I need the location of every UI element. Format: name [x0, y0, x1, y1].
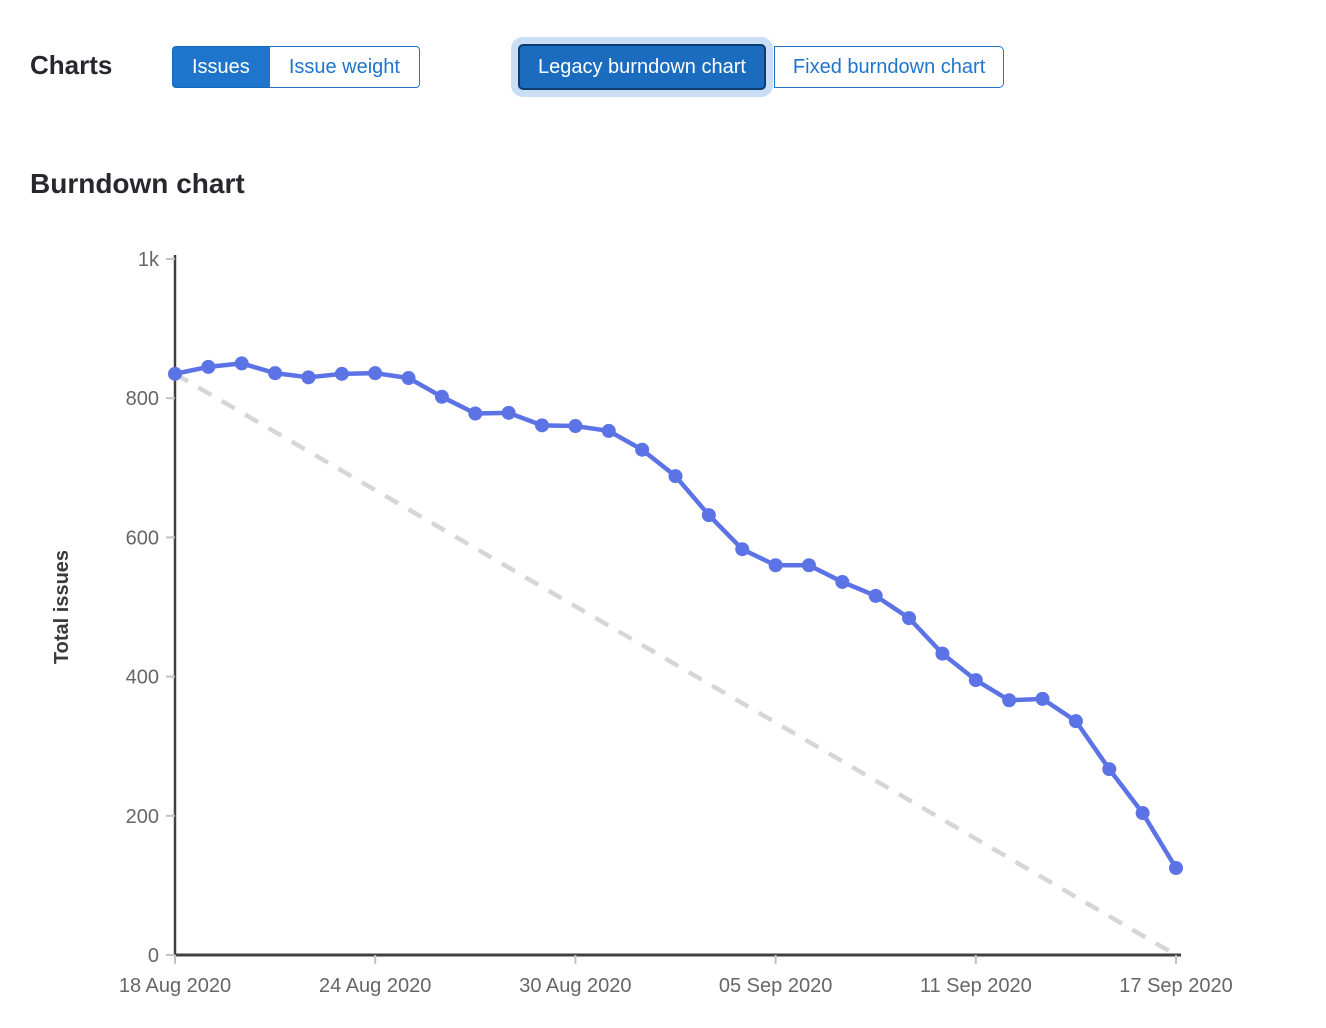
burndown-data-point [1102, 762, 1117, 777]
x-tick-label: 11 Sep 2020 [920, 975, 1032, 997]
issues-toggle-button[interactable]: Issues [172, 46, 269, 88]
burndown-data-point [1035, 691, 1050, 706]
burndown-series-line [172, 361, 1179, 871]
burndown-data-point [768, 558, 783, 573]
legacy-burndown-chart-button[interactable]: Legacy burndown chart [518, 44, 766, 90]
burndown-data-point [301, 370, 316, 385]
burndown-data-point [268, 366, 283, 381]
burndown-data-point [1068, 714, 1083, 729]
burndown-data-point [668, 469, 683, 484]
burndown-data-point [935, 646, 950, 661]
burndown-data-point [434, 389, 449, 404]
burndown-data-point [201, 359, 216, 374]
burndown-data-point [568, 419, 583, 434]
x-tick-label: 24 Aug 2020 [319, 975, 431, 997]
burndown-data-point [401, 371, 416, 386]
page-title: Burndown chart [30, 168, 245, 199]
burndown-data-point [868, 588, 883, 603]
burndown-data-point [501, 405, 516, 420]
burndown-data-point [234, 356, 249, 371]
chart-type-toggle-group: Legacy burndown chart Fixed burndown cha… [518, 44, 1005, 90]
y-tick-label: 400 [126, 667, 159, 689]
burndown-data-point [1002, 693, 1017, 708]
burndown-data-point [902, 611, 917, 626]
x-tick-label: 17 Sep 2020 [1119, 975, 1232, 997]
burndown-data-point [801, 558, 816, 573]
y-axis-title: Total issues [51, 550, 73, 664]
x-tick-label: 18 Aug 2020 [119, 975, 231, 997]
burndown-data-point [1135, 806, 1150, 821]
y-tick-label: 1k [138, 249, 160, 271]
y-tick-label: 200 [126, 806, 159, 828]
x-tick-label: 05 Sep 2020 [719, 975, 832, 997]
fixed-burndown-chart-button[interactable]: Fixed burndown chart [773, 46, 1005, 88]
charts-label: Charts [30, 50, 113, 80]
y-tick-label: 800 [126, 388, 159, 410]
ideal-burndown-guideline [173, 371, 1178, 957]
burndown-data-point [701, 508, 716, 523]
issue-weight-toggle-button[interactable]: Issue weight [268, 46, 420, 88]
burndown-data-point [968, 673, 983, 688]
y-tick-label: 0 [148, 945, 159, 967]
burndown-data-point [735, 542, 750, 557]
burndown-data-point [1169, 861, 1183, 875]
burndown-data-point [601, 423, 616, 438]
burndown-data-point [835, 574, 850, 589]
burndown-data-point [368, 366, 383, 381]
burndown-data-point [635, 442, 650, 457]
y-tick-label: 600 [126, 527, 159, 549]
burndown-data-point [168, 366, 182, 381]
burndown-data-point [334, 366, 349, 381]
burndown-data-point [468, 406, 483, 421]
x-tick-label: 30 Aug 2020 [519, 975, 631, 997]
issue-type-toggle-group: Issues Issue weight [172, 46, 420, 88]
burndown-data-point [535, 418, 550, 433]
